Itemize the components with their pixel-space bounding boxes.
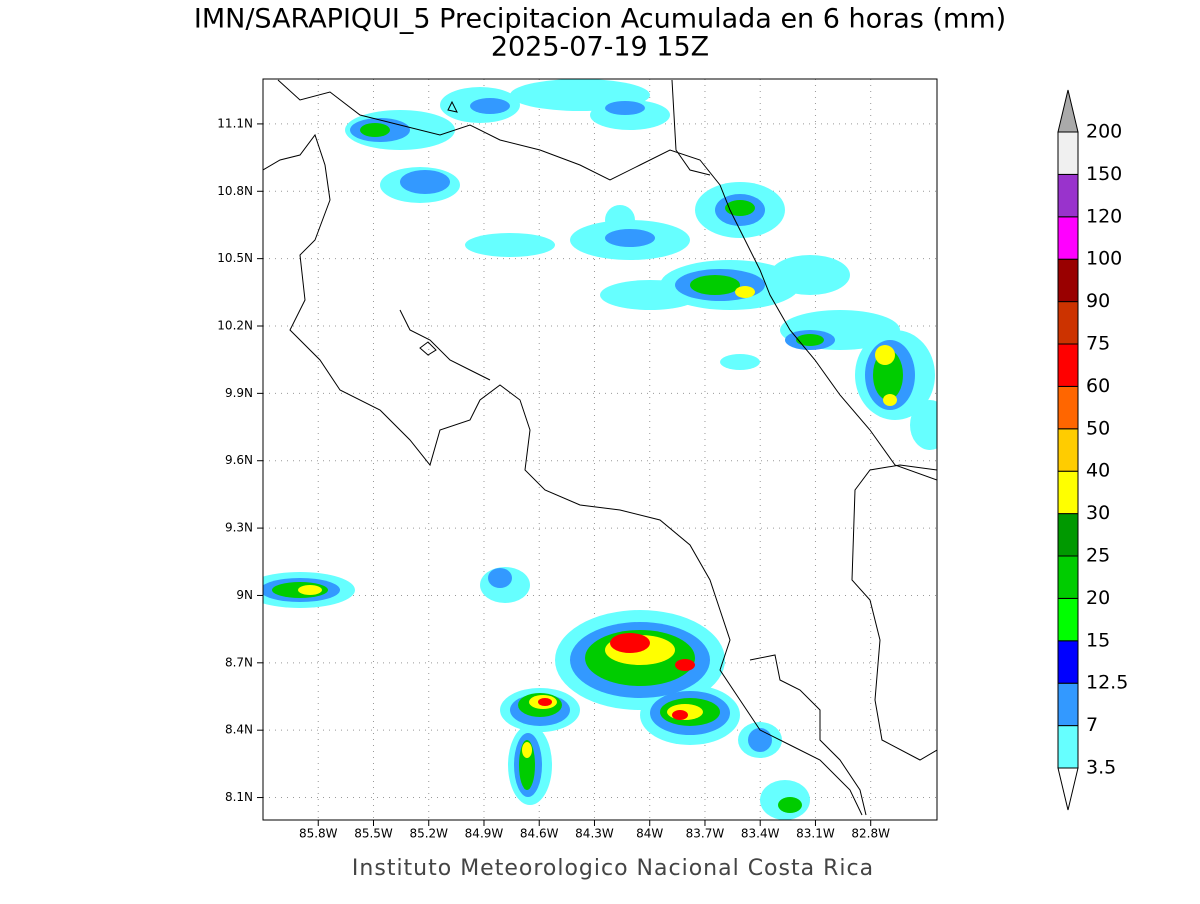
colorbar-label: 30 (1086, 502, 1110, 524)
lon-tick-label: 84.3W (575, 827, 614, 841)
footer: Instituto Meteorologico Nacional Costa R… (352, 856, 874, 881)
colorbar-label: 15 (1086, 629, 1110, 651)
colorbar-box (1057, 343, 1079, 387)
colorbar-label: 60 (1086, 375, 1110, 397)
colorbar-label: 12.5 (1086, 672, 1128, 694)
lon-tick-label: 85.8W (299, 827, 338, 841)
colorbar-label: 100 (1086, 248, 1122, 270)
colorbar-under (1057, 767, 1079, 811)
colorbar-box (1057, 725, 1079, 769)
lon-tick-label: 83.4W (741, 827, 780, 841)
colorbar-box (1057, 173, 1079, 218)
map-frame (262, 78, 938, 821)
colorbar-label: 7 (1086, 714, 1098, 736)
colorbar-label: 120 (1086, 205, 1122, 227)
lon-tick-label: 84W (636, 827, 663, 841)
lat-tick-label: 9.3N (225, 521, 253, 535)
lat-tick-label: 9.6N (225, 453, 253, 467)
lat-tick-label: 10.2N (217, 319, 253, 333)
lat-tick-label: 8.1N (225, 790, 253, 804)
colorbar-box (1057, 385, 1079, 430)
lat-tick-label: 10.5N (217, 251, 253, 265)
lat-tick-label: 10.8N (217, 184, 253, 198)
colorbar-box (1057, 513, 1079, 557)
colorbar-box (1057, 258, 1079, 303)
lon-tick-label: 82.8W (851, 827, 890, 841)
colorbar-label: 75 (1086, 333, 1110, 355)
colorbar-label: 200 (1086, 121, 1122, 143)
colorbar-box (1057, 428, 1079, 472)
colorbar-box (1057, 597, 1079, 642)
coastlines (263, 79, 937, 816)
colorbar-box (1057, 301, 1079, 345)
colorbar-box (1057, 682, 1079, 727)
subtitle: 2025-07-19 15Z (491, 32, 709, 63)
colorbar-box (1057, 131, 1079, 175)
colorbar-label: 50 (1086, 417, 1110, 439)
lon-tick-label: 84.9W (465, 827, 504, 841)
colorbar-label: 20 (1086, 587, 1110, 609)
lat-tick-label: 11.1N (217, 116, 253, 130)
colorbar-box (1057, 640, 1079, 684)
colorbar-over (1057, 89, 1079, 133)
lon-tick-label: 85.2W (409, 827, 448, 841)
precipitation (263, 79, 937, 820)
lat-tick-label: 9N (236, 588, 253, 602)
lon-tick-label: 83.7W (686, 827, 725, 841)
colorbar-label: 150 (1086, 163, 1122, 185)
lat-tick-label: 8.4N (225, 723, 253, 737)
lat-tick-label: 8.7N (225, 655, 253, 669)
colorbar-box (1057, 555, 1079, 599)
colorbar: 3.5 7 12.5 15 20 25 30 40 50 60 75 90 100 120 150 200 (1057, 89, 1128, 811)
lon-tick-label: 85.5W (354, 827, 393, 841)
lon-tick-label: 83.1W (796, 827, 835, 841)
colorbar-label: 3.5 (1086, 757, 1116, 779)
lat-tick-label: 9.9N (225, 386, 253, 400)
grid (263, 79, 937, 820)
colorbar-box (1057, 470, 1079, 515)
colorbar-label: 90 (1086, 290, 1110, 312)
colorbar-label: 25 (1086, 545, 1110, 567)
lon-tick-label: 84.6W (520, 827, 559, 841)
title: IMN/SARAPIQUI_5 Precipitacion Acumulada … (194, 4, 1006, 35)
colorbar-box (1057, 216, 1079, 260)
colorbar-label: 40 (1086, 460, 1110, 482)
